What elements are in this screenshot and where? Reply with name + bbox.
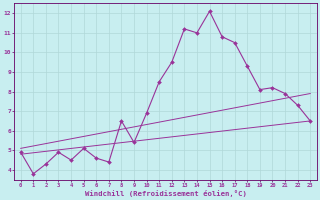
X-axis label: Windchill (Refroidissement éolien,°C): Windchill (Refroidissement éolien,°C) [84, 190, 246, 197]
